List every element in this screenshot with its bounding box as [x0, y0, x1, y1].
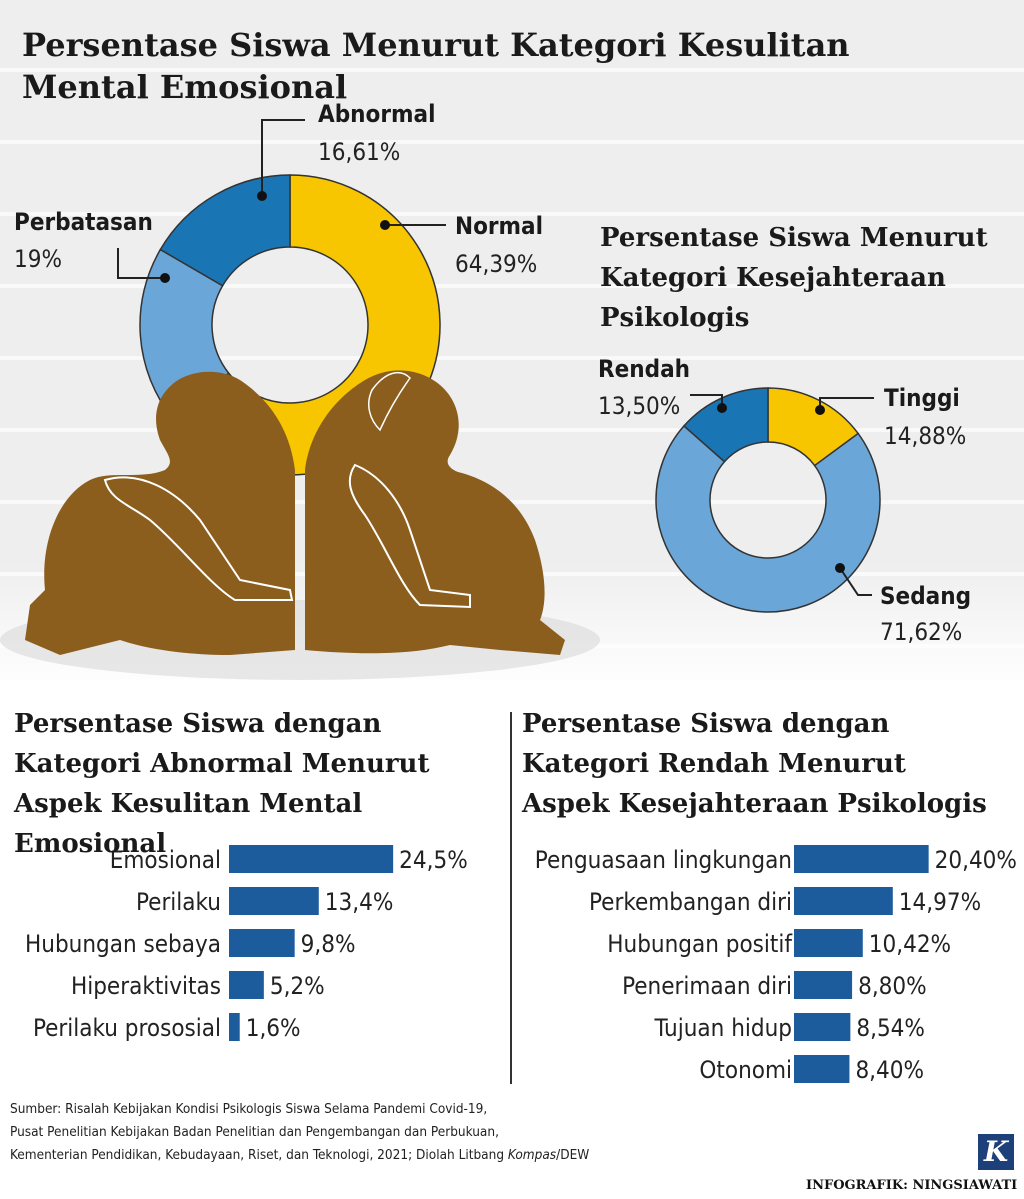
abnormal-bar: [229, 1013, 240, 1041]
label-abnormal-value: 16,61%: [318, 138, 401, 166]
low-wellbeing-category-label: Tujuan hidup: [654, 1014, 792, 1042]
low-wellbeing-bar: [794, 845, 929, 873]
low-wellbeing-value-label: 10,42%: [869, 930, 951, 958]
low-wellbeing-category-label: Hubungan positif: [607, 930, 793, 958]
low-wellbeing-value-label: 8,54%: [856, 1014, 925, 1042]
abnormal-value-label: 5,2%: [270, 972, 325, 1000]
label-rendah-value: 13,50%: [598, 392, 681, 420]
abnormal-bar: [229, 929, 295, 957]
low-wellbeing-bar: [794, 887, 893, 915]
low-wellbeing-category-label: Penguasaan lingkungan: [535, 846, 792, 874]
label-sedang-name: Sedang: [880, 582, 972, 610]
label-abnormal-name: Abnormal: [318, 100, 436, 128]
abnormal-value-label: 1,6%: [246, 1014, 301, 1042]
leader-rendah-dot: [717, 403, 727, 413]
right-figure-arm: [348, 463, 471, 609]
low-wellbeing-category-label: Perkembangan diri: [589, 888, 792, 916]
donut2-slice-rendah: [682, 387, 769, 463]
label-rendah-name: Rendah: [598, 355, 691, 383]
low-wellbeing-bar-chart-title: Persentase Siswa dengan Kategori Rendah …: [522, 709, 987, 819]
leader-sedang-dot: [835, 563, 845, 573]
abnormal-category-label: Hubungan sebaya: [25, 930, 221, 958]
wellbeing-chart-title: Persentase Siswa Menurut Kategori Keseja…: [600, 223, 988, 333]
abnormal-category-label: Perilaku: [136, 888, 221, 916]
abnormal-value-label: 9,8%: [301, 930, 356, 958]
label-sedang-value: 71,62%: [880, 618, 963, 646]
label-tinggi-value: 14,88%: [884, 422, 967, 450]
main-title: Persentase Siswa Menurut Kategori Kesuli…: [22, 26, 850, 106]
source-dew: /DEW: [556, 1147, 590, 1163]
bar-chart-abnormal: Emosional 24,5% Perilaku 13,4% Hubungan seba…: [25, 845, 468, 1042]
label-normal-name: Normal: [455, 212, 544, 240]
right-figure-hand: [368, 371, 411, 432]
leader-tinggi-dot: [815, 405, 825, 415]
leader-abnormal-dot: [257, 191, 267, 201]
leader-sedang-line: [839, 567, 872, 596]
abnormal-value-label: 24,5%: [399, 846, 468, 874]
leader-normal-dot: [380, 220, 390, 230]
low-wellbeing-value-label: 8,80%: [858, 972, 927, 1000]
label-perbatasan-value: 19%: [14, 245, 62, 273]
abnormal-bar: [229, 971, 264, 999]
abnormal-category-label: Hiperaktivitas: [71, 972, 221, 1000]
low-wellbeing-category-label: Penerimaan diri: [622, 972, 792, 1000]
low-wellbeing-bar: [794, 929, 863, 957]
abnormal-bar-chart-title: Persentase Siswa dengan Kategori Abnorma…: [14, 709, 430, 859]
low-wellbeing-category-label: Otonomi: [699, 1056, 792, 1084]
label-tinggi-name: Tinggi: [884, 384, 960, 412]
leader-abnormal-line: [261, 119, 305, 196]
low-wellbeing-bar: [794, 1055, 850, 1083]
donut-chart-wellbeing: [655, 387, 881, 613]
donut2-slice-sedang: [655, 424, 881, 613]
leader-perbatasan-dot: [160, 273, 170, 283]
source-line-1: Sumber: Risalah Kebijakan Kondisi Psikol…: [10, 1101, 488, 1117]
bar-chart-low-wellbeing: Penguasaan lingkungan 20,40% Perkembangan …: [535, 845, 1017, 1084]
sad-students-illustration: [0, 370, 600, 680]
abnormal-bar: [229, 845, 394, 873]
low-wellbeing-value-label: 8,40%: [855, 1056, 924, 1084]
left-figure-arm: [103, 476, 294, 601]
source-line-3: Kementerian Pendidikan, Kebudayaan, Rise…: [10, 1144, 770, 1167]
leader-perbatasan-line: [117, 248, 165, 279]
source-note: Sumber: Risalah Kebijakan Kondisi Psikol…: [10, 1098, 770, 1167]
right-figure: [305, 370, 565, 655]
abnormal-category-label: Emosional: [110, 846, 221, 874]
column-divider: [510, 712, 512, 1084]
kompas-logo: K: [978, 1134, 1014, 1170]
source-line-3-text: Kementerian Pendidikan, Kebudayaan, Rise…: [10, 1147, 505, 1163]
low-wellbeing-bar: [794, 1013, 851, 1041]
abnormal-category-label: Perilaku prososial: [33, 1014, 221, 1042]
low-wellbeing-bar: [794, 971, 853, 999]
abnormal-bar: [229, 887, 319, 915]
source-line-2: Pusat Penelitian Kebijakan Badan Penelit…: [10, 1124, 499, 1140]
source-kompas: Kompas: [507, 1147, 557, 1163]
infographic-credit: INFOGRAFIK: NINGSIAWATI: [806, 1178, 1018, 1193]
donut1-slice-abnormal: [159, 174, 291, 287]
label-perbatasan-name: Perbatasan: [14, 208, 153, 236]
label-normal-value: 64,39%: [455, 250, 538, 278]
abnormal-value-label: 13,4%: [325, 888, 394, 916]
low-wellbeing-value-label: 20,40%: [935, 846, 1017, 874]
low-wellbeing-value-label: 14,97%: [899, 888, 981, 916]
